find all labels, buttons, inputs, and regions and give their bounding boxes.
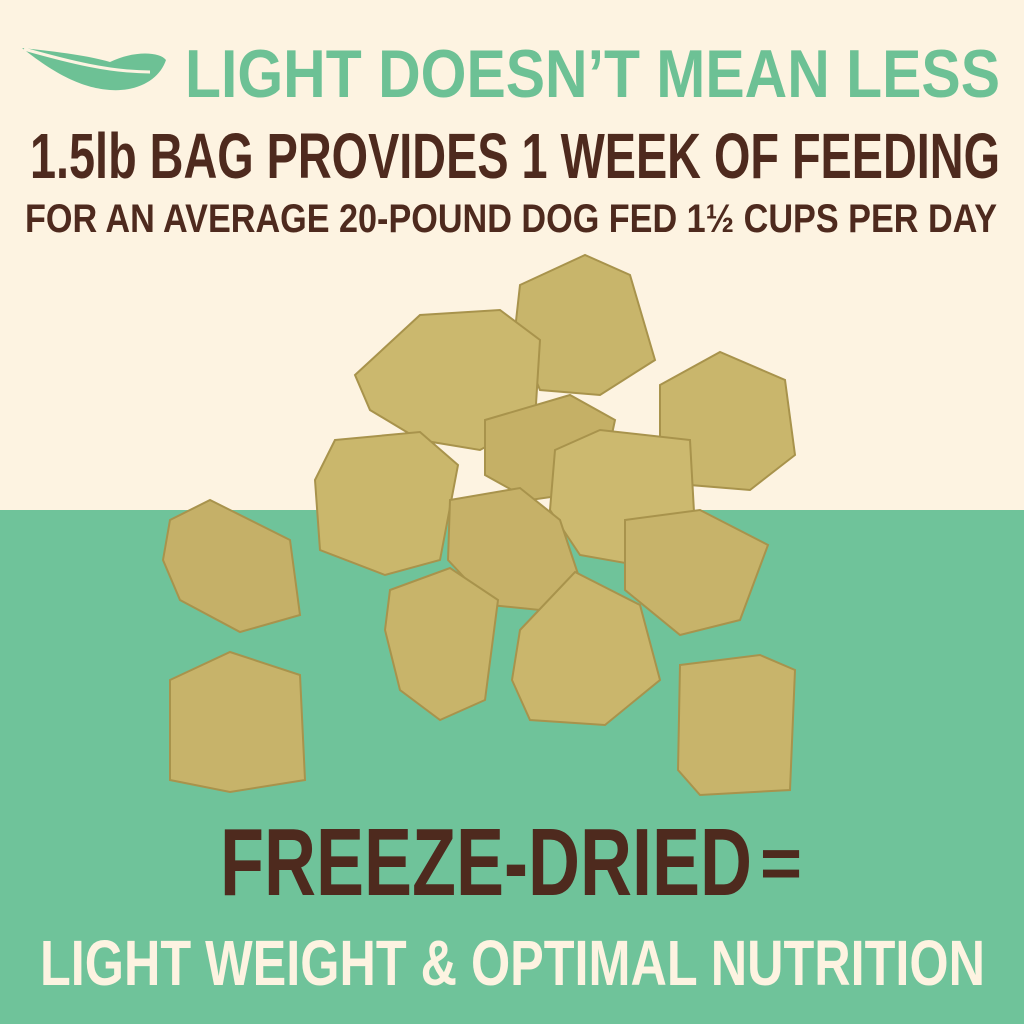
tagline: LIGHT DOESN’T MEAN LESS — [185, 36, 1000, 112]
result: LIGHT WEIGHT & OPTIMAL NUTRITION — [40, 927, 985, 999]
keyword: FREEZE-DRIED — [220, 809, 752, 916]
feather-icon — [22, 47, 166, 91]
headline: 1.5lb BAG PROVIDES 1 WEEK OF FEEDING — [30, 120, 1000, 192]
subline: FOR AN AVERAGE 20-POUND DOG FED 1½ CUPS … — [25, 197, 997, 241]
food-chunks — [161, 253, 797, 797]
equals-sign: = — [760, 824, 802, 904]
